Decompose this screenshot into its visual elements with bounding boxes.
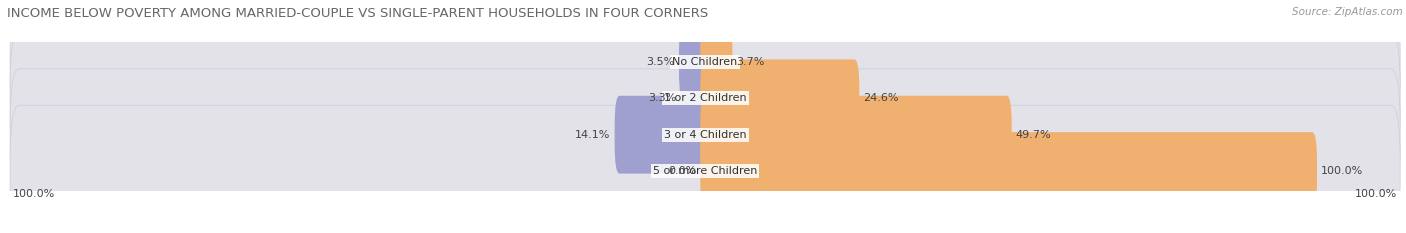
FancyBboxPatch shape [10, 32, 1400, 164]
Text: 3.3%: 3.3% [648, 93, 676, 103]
FancyBboxPatch shape [10, 0, 1400, 128]
Text: 100.0%: 100.0% [13, 189, 55, 199]
FancyBboxPatch shape [700, 132, 1317, 210]
Text: 0.0%: 0.0% [668, 166, 696, 176]
Text: 100.0%: 100.0% [1322, 166, 1364, 176]
Text: 24.6%: 24.6% [863, 93, 898, 103]
FancyBboxPatch shape [679, 23, 710, 101]
Text: 3.7%: 3.7% [737, 57, 765, 67]
FancyBboxPatch shape [700, 59, 859, 137]
FancyBboxPatch shape [10, 69, 1400, 201]
FancyBboxPatch shape [614, 96, 710, 174]
Text: No Children: No Children [672, 57, 738, 67]
Text: 5 or more Children: 5 or more Children [652, 166, 758, 176]
FancyBboxPatch shape [700, 96, 1012, 174]
Text: 3.5%: 3.5% [647, 57, 675, 67]
FancyBboxPatch shape [10, 105, 1400, 233]
FancyBboxPatch shape [700, 23, 733, 101]
Text: 14.1%: 14.1% [575, 130, 610, 140]
Text: Source: ZipAtlas.com: Source: ZipAtlas.com [1292, 7, 1403, 17]
Text: 3 or 4 Children: 3 or 4 Children [664, 130, 747, 140]
Text: 100.0%: 100.0% [1355, 189, 1398, 199]
Text: 1 or 2 Children: 1 or 2 Children [664, 93, 747, 103]
Text: 49.7%: 49.7% [1017, 130, 1052, 140]
FancyBboxPatch shape [681, 59, 710, 137]
Text: INCOME BELOW POVERTY AMONG MARRIED-COUPLE VS SINGLE-PARENT HOUSEHOLDS IN FOUR CO: INCOME BELOW POVERTY AMONG MARRIED-COUPL… [7, 7, 709, 20]
